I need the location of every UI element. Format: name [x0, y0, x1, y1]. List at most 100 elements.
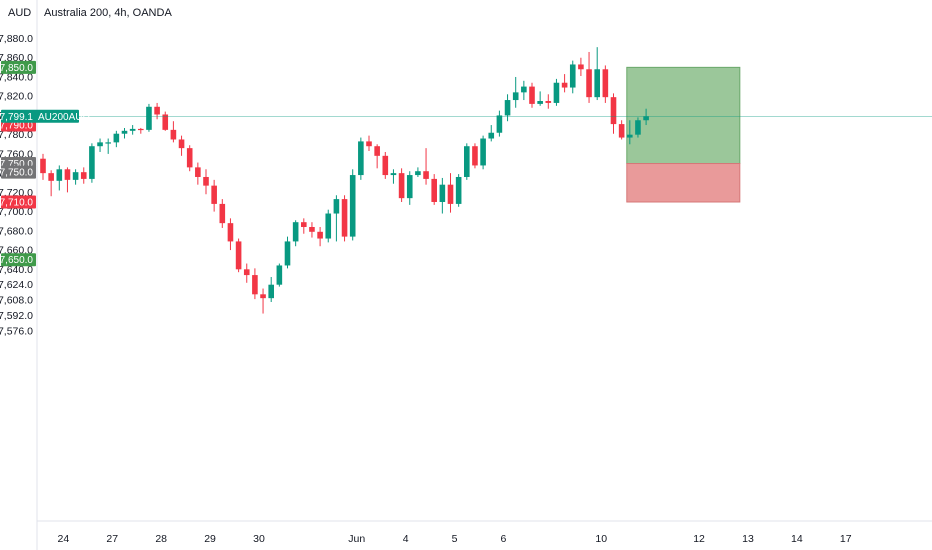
chart-title: Australia 200, 4h, OANDA [44, 7, 172, 19]
candle-body [569, 64, 576, 88]
candle-body [480, 138, 486, 166]
current-price-label: 7,799.1 [0, 112, 33, 123]
candle-body [211, 185, 217, 204]
y-tick-label: 7,640.0 [0, 264, 33, 276]
x-tick-label: 17 [840, 533, 852, 545]
candle-body [341, 199, 348, 237]
candle-body [260, 294, 266, 299]
x-tick-label: 5 [452, 533, 458, 545]
candle-body [227, 223, 234, 242]
price-tag-label: 7,750.0 [0, 168, 33, 179]
candle-body [113, 133, 120, 143]
loss-zone[interactable] [626, 163, 741, 203]
candle-body [455, 176, 462, 204]
x-tick-label: 30 [253, 533, 265, 545]
price-tag-label: 7,850.0 [0, 63, 33, 74]
candle-body [268, 284, 274, 299]
y-tick-label: 7,608.0 [0, 295, 33, 307]
price-tag [1, 165, 36, 179]
candle-body [431, 178, 437, 202]
candle-body [64, 169, 71, 180]
candle-body [333, 199, 340, 214]
candle-body [578, 64, 584, 70]
y-tick-label: 7,880.0 [0, 33, 33, 45]
price-tag-label: 7,790.0 [0, 121, 33, 132]
candle-body [488, 132, 495, 139]
candle-body [129, 128, 136, 131]
candle-body [195, 167, 201, 177]
candle-body [635, 120, 641, 135]
candle-body [284, 241, 291, 266]
candle-body [358, 141, 364, 176]
x-axis-ticks: 24 27 28 29 30 Jun 4 5 6 10 12 13 14 17 [58, 533, 852, 545]
candle-body [252, 275, 258, 295]
candle-body [72, 172, 79, 180]
candle-body [178, 139, 185, 149]
candle-body [325, 213, 332, 239]
price-tag-label: 7,650.0 [0, 255, 33, 266]
profit-zone[interactable] [626, 66, 741, 165]
y-tick-label: 7,840.0 [0, 71, 33, 83]
candle-body [301, 222, 307, 227]
candle-body [235, 241, 242, 270]
candle-body [643, 116, 649, 121]
price-tag-label: 7,750.0 [0, 159, 33, 170]
candle-body [48, 173, 54, 181]
candle-body [154, 106, 160, 115]
price-tag [1, 60, 36, 74]
x-tick-label: Jun [348, 533, 365, 545]
x-tick-label: 13 [742, 533, 754, 545]
candle-body [219, 203, 226, 224]
candle-body [146, 106, 152, 130]
candle-body [602, 69, 609, 98]
candle-body [138, 128, 144, 131]
candle-body [545, 101, 552, 103]
price-axis-tags: 7,850.0 7,790.0 7,750.07,750.0 7,710.0 7,650… [0, 60, 90, 266]
candle-body [553, 82, 560, 103]
candle-body [586, 69, 592, 98]
candle-body [398, 173, 405, 199]
candle-body [512, 92, 519, 101]
candle-body [186, 148, 193, 168]
x-tick-label: 29 [204, 533, 216, 545]
candle-body [561, 82, 568, 88]
x-tick-label: 24 [58, 533, 70, 545]
candle-body [292, 222, 299, 242]
y-tick-label: 7,680.0 [0, 225, 33, 237]
x-tick-label: 4 [403, 533, 409, 545]
candle-body [276, 265, 283, 285]
candle-body [97, 142, 103, 147]
candle-body [594, 69, 600, 98]
x-tick-label: 14 [791, 533, 803, 545]
candle-body [610, 97, 617, 125]
candle-body [627, 134, 633, 138]
y-tick-label: 7,576.0 [0, 325, 33, 337]
current-price-tag [1, 109, 79, 123]
candle-body [80, 172, 87, 179]
candle-body [40, 158, 46, 174]
candle-body [423, 171, 429, 179]
candle-body [243, 269, 250, 276]
candle-body [56, 169, 63, 181]
x-tick-label: 28 [155, 533, 167, 545]
candle-body [170, 129, 177, 140]
y-tick-label: 7,592.0 [0, 310, 33, 322]
candle-body [406, 175, 413, 199]
currency-label: AUD [8, 7, 31, 19]
symbol-label: AU200AUD [38, 112, 90, 123]
candle-body [521, 86, 527, 93]
candle-body [309, 226, 315, 232]
candle-body [162, 114, 169, 130]
candle-body [121, 130, 128, 134]
candles [40, 47, 649, 314]
candle-body [537, 101, 543, 104]
y-tick-label: 7,700.0 [0, 206, 33, 218]
candle-body [472, 146, 478, 166]
candle-body [504, 100, 511, 116]
x-tick-label: 10 [595, 533, 607, 545]
candle-body [366, 141, 372, 147]
price-tag-label: 7,710.0 [0, 197, 33, 208]
x-tick-label: 12 [693, 533, 705, 545]
long-position-tool [626, 66, 741, 203]
